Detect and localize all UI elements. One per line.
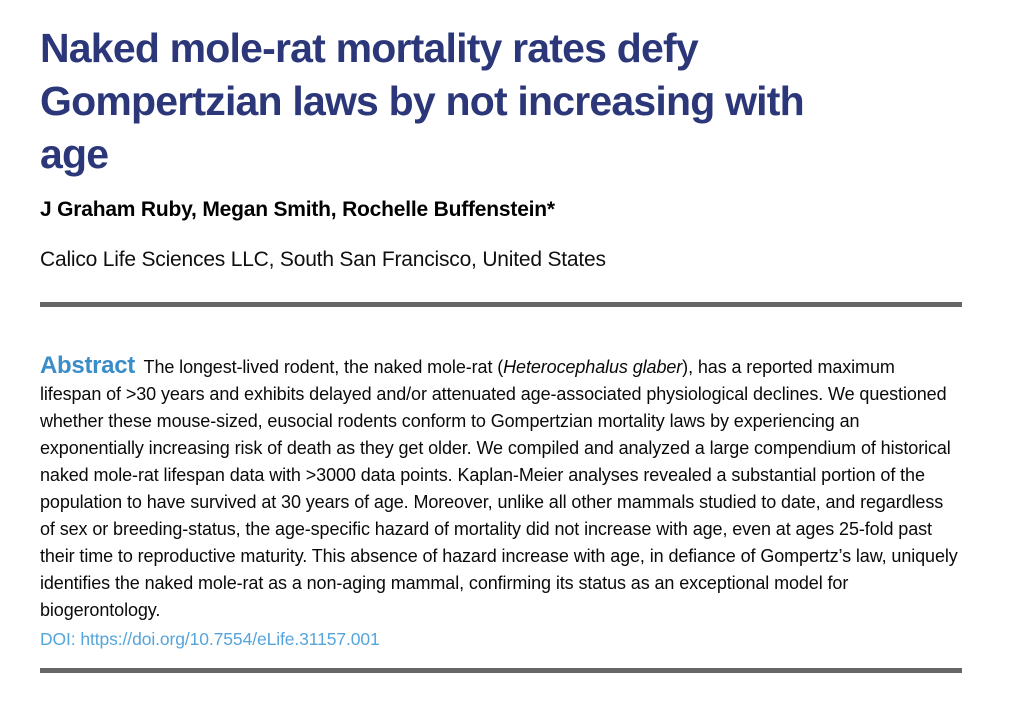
abstract-heading: Abstract [40, 352, 135, 379]
affiliation-line: Calico Life Sciences LLC, South San Fran… [40, 248, 606, 271]
doi-link[interactable]: https://doi.org/10.7554/eLife.31157.001 [80, 629, 380, 649]
article-title-line: Gompertzian laws by not increasing with [40, 78, 805, 124]
doi-line: DOI: https://doi.org/10.7554/eLife.31157… [40, 628, 962, 650]
species-name-italic: Heterocephalus glaber [503, 357, 683, 377]
abstract-text-before-species: The longest-lived rodent, the naked mole… [143, 357, 504, 377]
article-title-line: Naked mole-rat mortality rates defy [40, 25, 699, 71]
authors-line: J Graham Ruby, Megan Smith, Rochelle Buf… [40, 198, 555, 221]
doi-label: DOI: [40, 629, 76, 649]
section-divider-bottom [40, 668, 962, 673]
article-title: Naked mole-rat mortality rates defy Gompe… [40, 22, 962, 181]
abstract-paragraph: Abstract The longest-lived rodent, the n… [40, 352, 960, 624]
article-title-line: age [40, 131, 109, 177]
section-divider-top [40, 302, 962, 307]
abstract-text-after-species: ), has a reported maximum lifespan of >3… [40, 357, 958, 620]
article-page: Naked mole-rat mortality rates defy Gompe… [0, 22, 1012, 673]
